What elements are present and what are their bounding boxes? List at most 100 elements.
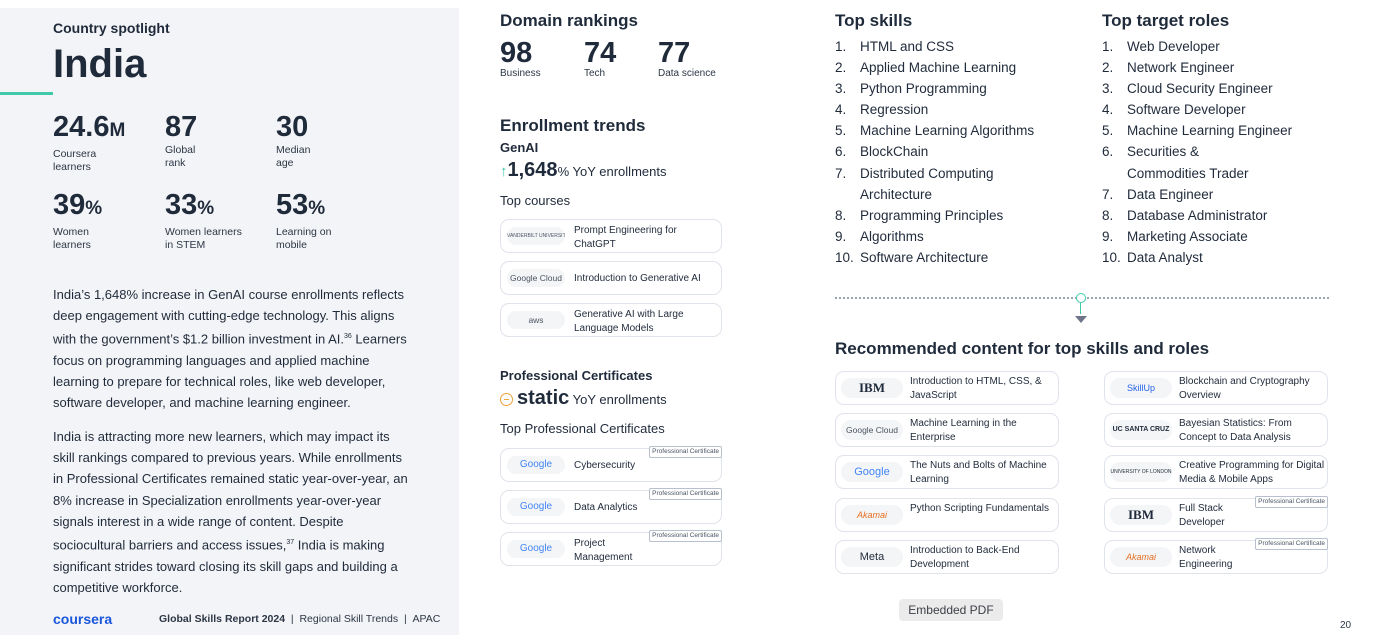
recommended-card[interactable]: Google Cloud Machine Learning in the Ente… [835, 413, 1059, 447]
stat-global-rank: 87 Global rank [165, 112, 265, 170]
recommended-title: Recommended content for top skills and r… [835, 339, 1210, 358]
course-card[interactable]: VANDERBILT UNIVERSITY Prompt Engineering … [500, 219, 722, 253]
country-name: India [53, 42, 147, 86]
course-title: Generative AI with Large Language Models [574, 309, 684, 334]
university-of-london-logo: UNIVERSITY OF LONDON [1110, 462, 1172, 482]
recommended-title-text: Network Engineering [1179, 545, 1233, 570]
meta-logo: Meta [841, 547, 903, 567]
domain-tech: 74 Tech [584, 38, 616, 79]
spotlight-label: Country spotlight [53, 20, 170, 36]
stat-value: 39 [53, 189, 86, 221]
recommended-title-text: The Nuts and Bolts of Machine Learning [910, 460, 1047, 485]
stat-women-learners: 39% Women learners [53, 190, 153, 252]
genai-value: 1,648 [507, 159, 558, 181]
skill-label: Software Architecture [860, 249, 989, 265]
google-logo: Google [507, 456, 565, 474]
domain-data-science: 77 Data science [658, 38, 716, 79]
vanderbilt-logo: VANDERBILT UNIVERSITY [507, 227, 565, 245]
pc-value: static [517, 387, 570, 409]
recommended-card[interactable]: IBM Full Stack Developer Professional Cert… [1104, 496, 1328, 532]
list-item: 10. Software Architecture [835, 249, 989, 265]
course-title: Prompt Engineering for ChatGPT [574, 225, 677, 250]
accent-divider [0, 92, 53, 95]
stat-label: Coursera learners [53, 148, 97, 173]
genai-label: GenAI [500, 140, 539, 155]
recommended-card[interactable]: Google The Nuts and Bolts of Machine Lear… [835, 455, 1059, 489]
stat-label: Learning on mobile [276, 226, 332, 251]
skill-label: Programming Principles [860, 207, 1004, 223]
recommended-card[interactable]: Meta Introduction to Back-End Development [835, 540, 1059, 574]
cert-badge: Professional Certificate [649, 488, 722, 500]
google-logo: Google [507, 540, 565, 558]
cert-badge: Professional Certificate [649, 446, 722, 458]
embedded-pdf-label[interactable]: Embedded PDF [899, 599, 1003, 621]
footer-sep: | [403, 613, 407, 625]
cert-card[interactable]: Google Data Analytics Professional Certifi… [500, 488, 722, 524]
list-item: 7. Distributed Computing Architecture [835, 165, 994, 202]
google-logo: Google [507, 498, 565, 516]
stat-unit: M [109, 120, 126, 141]
cert-badge: Professional Certificate [649, 530, 722, 542]
aws-logo: aws [507, 311, 565, 329]
list-item: 4. Regression [835, 102, 929, 118]
skill-label: Distributed Computing Architecture [860, 165, 994, 202]
stat-mobile: 53% Learning on mobile [276, 190, 376, 252]
list-item: 2. Network Engineer [1102, 60, 1235, 76]
course-title: Introduction to Generative AI [574, 273, 701, 284]
stat-label: Women learners in STEM [165, 226, 242, 251]
recommended-card[interactable]: IBM Introduction to HTML, CSS, & JavaScri… [835, 371, 1059, 405]
top-skills-title: Top skills [835, 11, 913, 30]
professional-certificates-label: Professional Certificates [500, 368, 653, 383]
role-label: Securities & Commodities Trader [1127, 144, 1249, 181]
footer-section: Regional Skill Trends [299, 613, 399, 625]
stat-median-age: 30 Median age [276, 112, 376, 170]
recommended-card[interactable]: UC SANTA CRUZ Bayesian Statistics: From C… [1104, 413, 1328, 447]
recommended-title-text: Introduction to HTML, CSS, & JavaScript [910, 376, 1042, 401]
cert-card[interactable]: Google Project Management Professional Cer… [500, 530, 722, 566]
connector-dot [1076, 293, 1086, 303]
recommended-card[interactable]: Akamai Network Engineering Professional Ce… [1104, 538, 1328, 574]
recommended-title-text: Python Scripting Fundamentals [910, 503, 1049, 514]
pc-growth: static YoY enrollments [500, 387, 667, 410]
list-item: 7. Data Engineer [1102, 186, 1214, 202]
role-label: Web Developer [1127, 39, 1220, 54]
list-item: 5. Machine Learning Algorithms [835, 123, 1035, 139]
course-card[interactable]: aws Generative AI with Large Language Mod… [500, 303, 722, 337]
stat-learners: 24.6M Coursera learners [53, 112, 153, 174]
skill-label: BlockChain [860, 144, 929, 160]
cert-card[interactable]: Google Cybersecurity Professional Certific… [500, 446, 722, 482]
cert-title: Cybersecurity [574, 460, 636, 471]
list-item: 1. Web Developer [1102, 39, 1220, 54]
skillup-logo: SkillUp [1110, 378, 1172, 398]
list-item: 5. Machine Learning Engineer [1102, 123, 1293, 139]
top-skills-list: 1. HTML and CSS 2. Applied Machine Learnin… [835, 36, 1075, 268]
paragraph-new-learners: India is attracting more new learners, w… [53, 426, 413, 598]
stat-unit: % [308, 198, 326, 219]
list-item: 8. Programming Principles [835, 207, 1004, 223]
google-cloud-logo: Google Cloud [841, 420, 903, 440]
uc-santa-cruz-logo: UC SANTA CRUZ [1110, 420, 1172, 440]
enrollment-trends-title: Enrollment trends [500, 116, 646, 135]
role-label: Machine Learning Engineer [1127, 123, 1293, 139]
recommended-card[interactable]: SkillUp Blockchain and Cryptography Overv… [1104, 371, 1328, 405]
domain-value: 77 [658, 37, 691, 69]
google-logo: Google [841, 462, 903, 482]
stat-value: 87 [165, 111, 198, 143]
paragraph-text: India’s 1,648% increase in GenAI course … [53, 287, 404, 347]
recommended-card[interactable]: UNIVERSITY OF LONDON Creative Programming… [1104, 455, 1328, 489]
recommended-title-text: Introduction to Back-End Development [910, 545, 1020, 570]
role-label: Network Engineer [1127, 60, 1235, 76]
domain-value: 74 [584, 37, 617, 69]
stat-value: 30 [276, 111, 309, 143]
course-card[interactable]: Google Cloud Introduction to Generative A… [500, 261, 722, 295]
cert-badge: Professional Certificate [1255, 538, 1328, 550]
coursera-logo: coursera [53, 611, 113, 627]
skill-label: Machine Learning Algorithms [860, 123, 1035, 139]
role-label: Software Developer [1127, 102, 1246, 118]
domain-label: Data science [658, 68, 716, 79]
paragraph-text: India is attracting more new learners, w… [53, 429, 408, 553]
recommended-card[interactable]: Akamai Python Scripting Fundamentals [835, 498, 1059, 532]
list-item: 3. Cloud Security Engineer [1102, 81, 1273, 97]
stat-women-stem: 33% Women learners in STEM [165, 190, 265, 252]
skill-label: Regression [860, 102, 929, 118]
